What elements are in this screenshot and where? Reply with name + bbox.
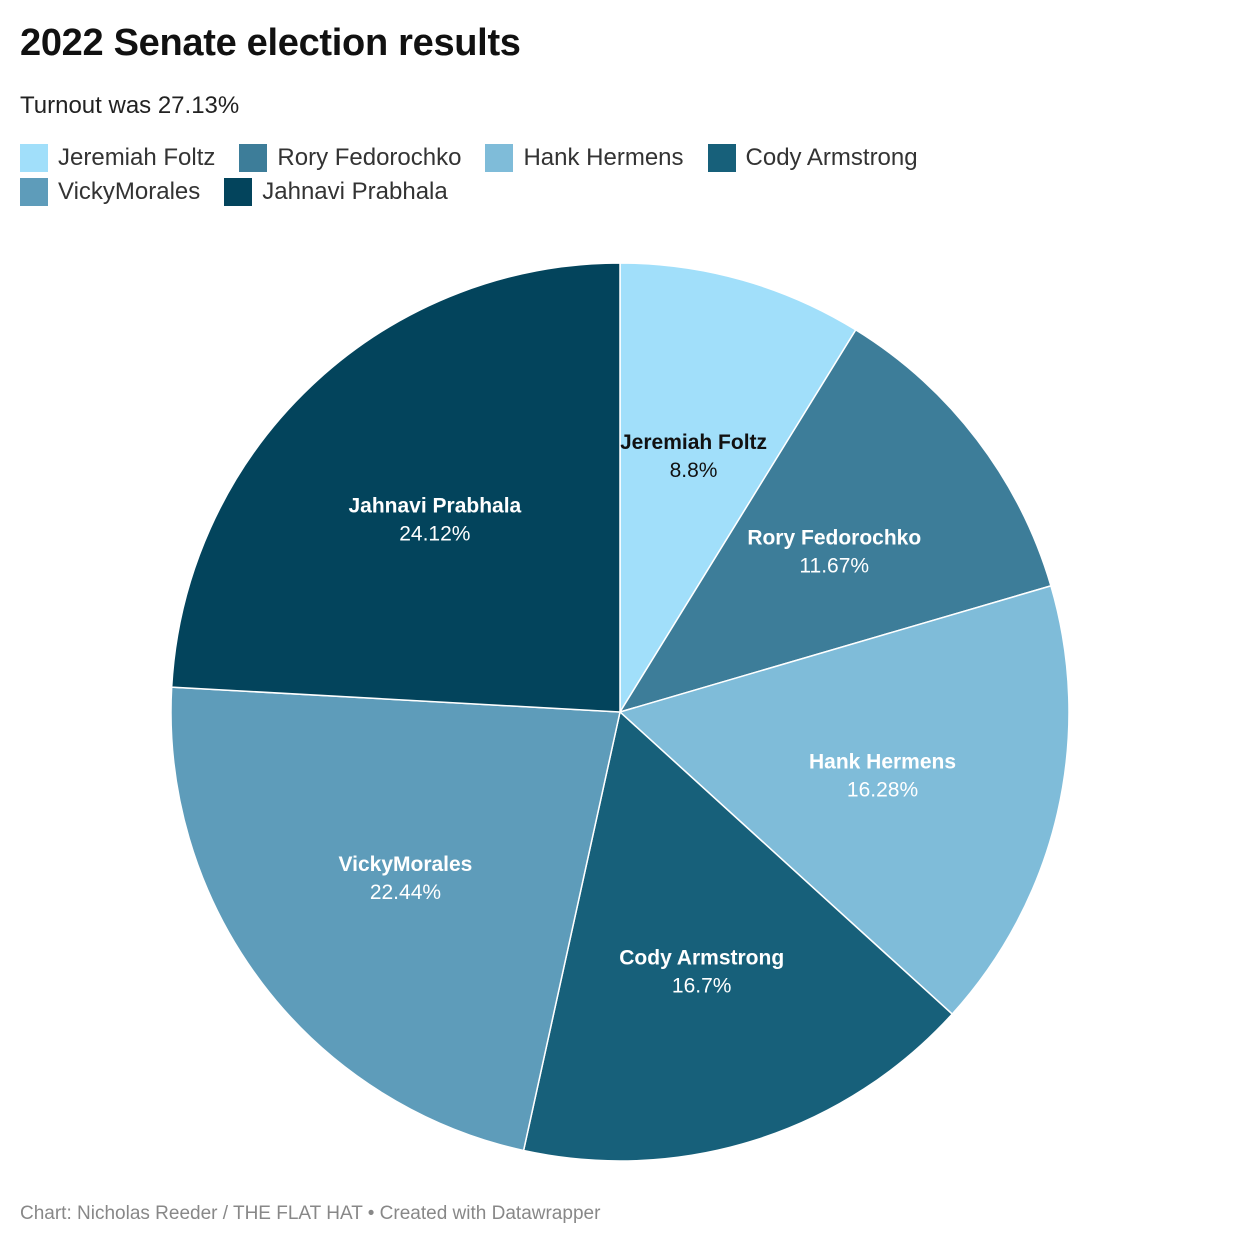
- chart-legend: Jeremiah Foltz Rory Fedorochko Hank Herm…: [20, 144, 1120, 206]
- legend-label: Jeremiah Foltz: [58, 144, 216, 171]
- slice-value-jahnavi-prabhala: 24.12%: [399, 522, 470, 545]
- slice-label-jahnavi-prabhala: Jahnavi Prabhala: [348, 494, 521, 517]
- slice-label-rory-fedorochko: Rory Fedorochko: [747, 527, 921, 550]
- legend-swatch: [224, 178, 253, 206]
- pie-slice-vickymorales: [170, 686, 621, 1152]
- legend-label: Jahnavi Prabhala: [262, 178, 448, 205]
- legend-label: Rory Fedorochko: [277, 144, 462, 171]
- pie-chart: Jeremiah Foltz 8.8% Rory Fedorochko 11.67% H…: [170, 262, 1070, 1162]
- legend-label: VickyMorales: [58, 178, 201, 205]
- legend-item-vicky-morales: VickyMorales: [20, 178, 200, 206]
- pie-slice-jeremiah-foltz: [619, 262, 857, 715]
- legend-swatch: [20, 144, 48, 172]
- legend-swatch: [485, 144, 514, 172]
- slice-value-cody-armstrong: 16.7%: [672, 975, 732, 998]
- legend-swatch: [20, 178, 48, 206]
- pie-slice-hank-hermens: [618, 584, 1070, 1016]
- slice-value-vickymorales: 22.44%: [370, 881, 441, 904]
- slice-value-hank-hermens: 16.28%: [847, 779, 918, 802]
- chart-footer: Chart: Nicholas Reeder / THE FLAT HAT • …: [20, 1203, 601, 1224]
- chart-title: 2022 Senate election results: [20, 22, 521, 64]
- legend-label: Hank Hermens: [523, 144, 684, 171]
- legend-item-cody-armstrong: Cody Armstrong: [707, 144, 918, 172]
- legend-item-jeremiah-foltz: Jeremiah Foltz: [20, 144, 215, 172]
- legend-label: Cody Armstrong: [745, 144, 918, 171]
- slice-label-jeremiah-foltz: Jeremiah Foltz: [620, 431, 767, 454]
- legend-swatch: [707, 144, 736, 172]
- pie-slice-jahnavi-prabhala: [170, 262, 621, 713]
- legend-item-hank-hermens: Hank Hermens: [485, 144, 684, 172]
- legend-item-jahnavi-prabhala: Jahnavi Prabhala: [224, 178, 448, 206]
- pie-slice-rory-fedorochko: [618, 328, 1052, 714]
- slice-value-rory-fedorochko: 11.67%: [799, 555, 869, 578]
- chart-subtitle: Turnout was 27.13%: [20, 92, 240, 119]
- slice-label-vickymorales: VickyMorales: [339, 853, 473, 876]
- pie-slice-cody-armstrong: [522, 710, 954, 1162]
- slice-label-hank-hermens: Hank Hermens: [809, 751, 956, 774]
- slice-label-cody-armstrong: Cody Armstrong: [619, 947, 784, 970]
- slice-value-jeremiah-foltz: 8.8%: [670, 459, 718, 482]
- legend-swatch: [239, 144, 268, 172]
- legend-item-rory-fedorochko: Rory Fedorochko: [239, 144, 461, 172]
